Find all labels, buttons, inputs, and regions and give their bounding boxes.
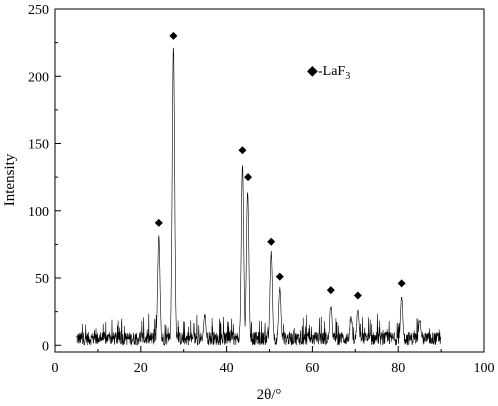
x-tick-label: 0 <box>52 361 59 376</box>
peak-marker-icon <box>169 31 178 40</box>
y-tick-label: 0 <box>42 339 49 354</box>
y-tick-label: 50 <box>35 272 49 287</box>
peak-marker-icon <box>397 279 406 288</box>
legend-label-main: -LaF <box>318 64 345 79</box>
xrd-series-line <box>76 47 442 346</box>
x-tick-label: 100 <box>474 361 495 376</box>
y-tick-label: 150 <box>28 138 49 153</box>
peak-marker-icon <box>326 286 335 295</box>
peak-marker-icon <box>275 272 284 281</box>
legend: ◆ -LaF3 <box>307 64 350 82</box>
y-axis-ticks: 0 50 100 150 200 250 <box>28 3 61 354</box>
peak-markers <box>154 31 406 300</box>
x-axis-ticks: 0 20 40 60 80 100 <box>52 346 495 376</box>
peak-marker-icon <box>238 146 247 155</box>
legend-label: -LaF3 <box>318 64 350 82</box>
legend-label-subscript: 3 <box>345 71 350 82</box>
y-axis-title: Intensity <box>2 153 18 206</box>
y-tick-label: 100 <box>28 205 49 220</box>
peak-marker-icon <box>267 237 276 246</box>
peak-marker-icon <box>244 173 253 182</box>
x-tick-label: 40 <box>220 361 234 376</box>
y-tick-label: 200 <box>28 70 49 85</box>
peak-marker-icon <box>154 218 163 227</box>
x-tick-label: 20 <box>134 361 148 376</box>
x-tick-label: 60 <box>305 361 319 376</box>
y-tick-label: 250 <box>28 3 49 18</box>
legend-marker-icon: ◆ <box>307 64 318 79</box>
x-tick-label: 80 <box>391 361 405 376</box>
peak-marker-icon <box>353 291 362 300</box>
xrd-series-group <box>76 47 442 346</box>
x-axis-title: 2θ/° <box>257 387 282 403</box>
